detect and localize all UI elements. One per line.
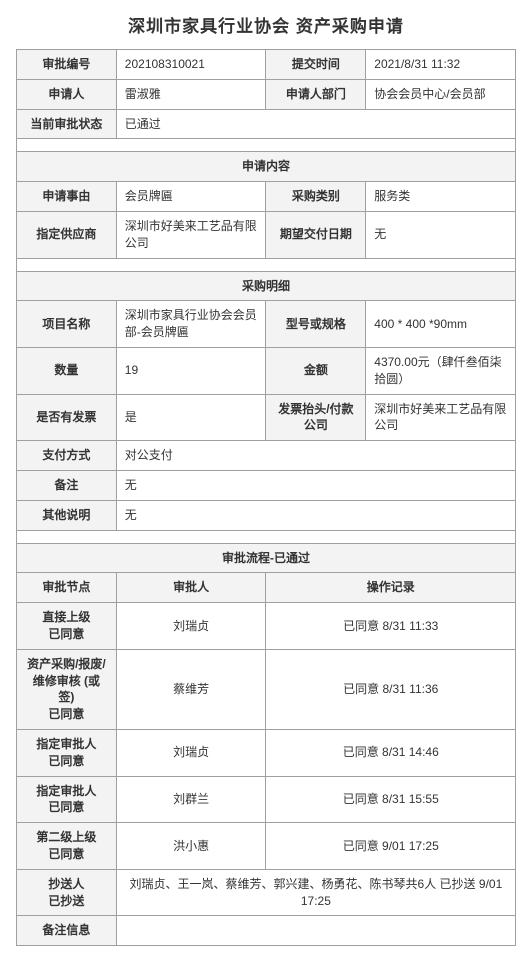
value-status: 已通过 [116,109,515,139]
application-table: 审批编号 202108310021 提交时间 2021/8/31 11:32 申… [16,49,516,946]
value-pay-method: 对公支付 [116,441,515,471]
value-qty: 19 [116,347,266,394]
section-approval: 审批流程-已通过 [17,543,516,573]
label-approval-no: 审批编号 [17,50,117,80]
value-approval-no: 202108310021 [116,50,266,80]
label-submit-time: 提交时间 [266,50,366,80]
approval-row: 直接上级 已同意刘瑞贞已同意 8/31 11:33 [17,603,516,650]
label-category: 采购类别 [266,182,366,212]
section-content: 申请内容 [17,152,516,182]
col-record: 操作记录 [266,573,516,603]
label-qty: 数量 [17,347,117,394]
label-invoice-company: 发票抬头/付款公司 [266,394,366,441]
value-applicant: 雷淑雅 [116,79,266,109]
approval-approver: 蔡维芳 [116,649,266,729]
value-spec: 400 * 400 *90mm [366,301,516,348]
label-amount: 金额 [266,347,366,394]
approval-record: 已同意 8/31 11:33 [266,603,516,650]
approval-record: 已同意 9/01 17:25 [266,823,516,870]
value-remark: 无 [116,470,515,500]
value-other-note: 无 [116,500,515,530]
label-pay-method: 支付方式 [17,441,117,471]
value-supplier: 深圳市好美来工艺品有限公司 [116,211,266,258]
approval-approver: 刘群兰 [116,776,266,823]
approval-approver: 刘瑞贞 [116,729,266,776]
value-project: 深圳市家具行业协会会员部-会员牌匾 [116,301,266,348]
col-node: 审批节点 [17,573,117,603]
label-invoice: 是否有发票 [17,394,117,441]
approval-node: 指定审批人 已同意 [17,729,117,776]
value-remark-info [116,916,515,946]
label-project: 项目名称 [17,301,117,348]
approval-node: 直接上级 已同意 [17,603,117,650]
value-category: 服务类 [366,182,516,212]
approval-record: 已同意 8/31 11:36 [266,649,516,729]
approval-node: 指定审批人 已同意 [17,776,117,823]
approval-row: 资产采购/报废/维修审核 (或签) 已同意蔡维芳已同意 8/31 11:36 [17,649,516,729]
label-remark: 备注 [17,470,117,500]
approval-row: 指定审批人 已同意刘瑞贞已同意 8/31 14:46 [17,729,516,776]
page-title: 深圳市家具行业协会 资产采购申请 [16,12,516,37]
label-remark-info: 备注信息 [17,916,117,946]
approval-approver: 刘瑞贞 [116,603,266,650]
approval-row: 指定审批人 已同意刘群兰已同意 8/31 15:55 [17,776,516,823]
value-cc: 刘瑞贞、王一岚、蔡维芳、郭兴建、杨勇花、陈书琴共6人 已抄送 9/01 17:2… [116,869,515,916]
label-spec: 型号或规格 [266,301,366,348]
label-matter: 申请事由 [17,182,117,212]
approval-record: 已同意 8/31 14:46 [266,729,516,776]
section-detail: 采购明细 [17,271,516,301]
label-supplier: 指定供应商 [17,211,117,258]
value-amount: 4370.00元（肆仟叁佰柒拾圆） [366,347,516,394]
approval-node: 第二级上级 已同意 [17,823,117,870]
value-matter: 会员牌匾 [116,182,266,212]
value-delivery-date: 无 [366,211,516,258]
label-status: 当前审批状态 [17,109,117,139]
label-other-note: 其他说明 [17,500,117,530]
label-applicant: 申请人 [17,79,117,109]
label-delivery-date: 期望交付日期 [266,211,366,258]
value-submit-time: 2021/8/31 11:32 [366,50,516,80]
label-applicant-dept: 申请人部门 [266,79,366,109]
approval-approver: 洪小惠 [116,823,266,870]
approval-record: 已同意 8/31 15:55 [266,776,516,823]
label-cc: 抄送人 已抄送 [17,869,117,916]
value-invoice-company: 深圳市好美来工艺品有限公司 [366,394,516,441]
approval-row: 第二级上级 已同意洪小惠已同意 9/01 17:25 [17,823,516,870]
col-approver: 审批人 [116,573,266,603]
value-applicant-dept: 协会会员中心/会员部 [366,79,516,109]
value-invoice: 是 [116,394,266,441]
approval-node: 资产采购/报废/维修审核 (或签) 已同意 [17,649,117,729]
